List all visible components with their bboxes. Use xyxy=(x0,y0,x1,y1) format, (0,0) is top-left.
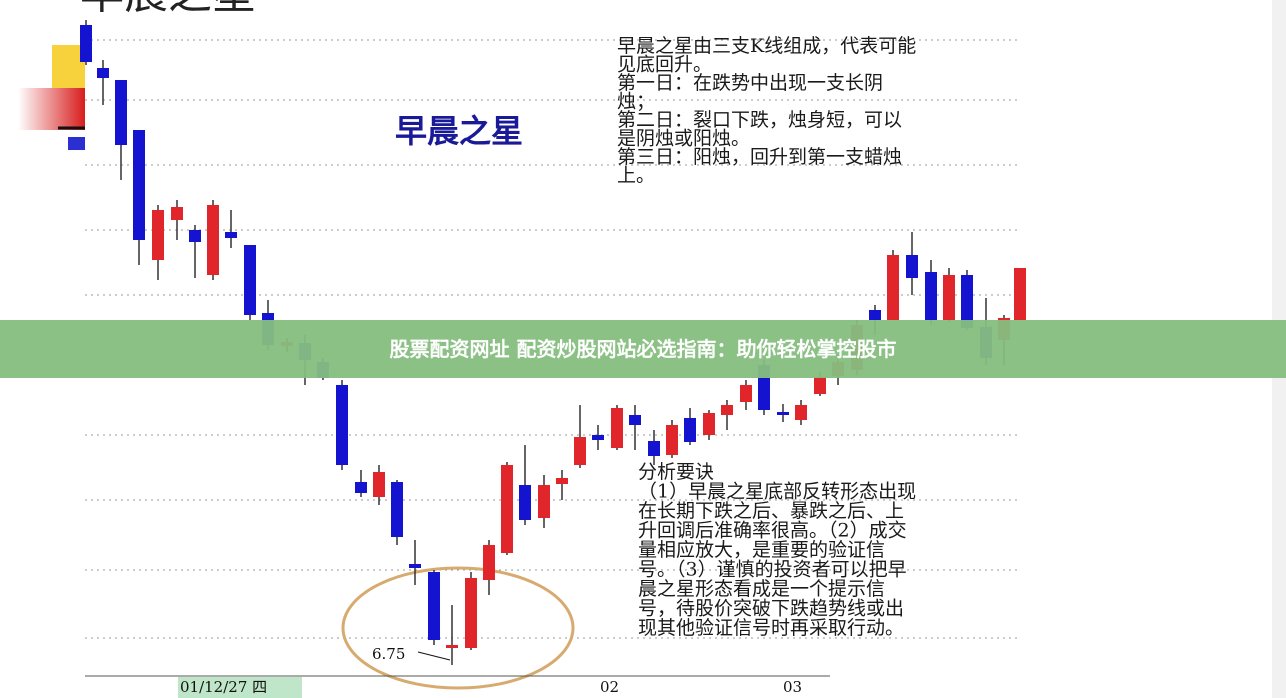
candle-body xyxy=(152,210,164,260)
description-line: 第三日：阳烛，回升到第一支蜡烛 xyxy=(617,146,902,168)
highlight-circle xyxy=(341,566,575,690)
description-line: 上。 xyxy=(617,165,655,187)
decoration xyxy=(18,88,85,130)
candle-body xyxy=(171,207,183,220)
candle-body xyxy=(97,68,109,78)
analysis-line: （1）早晨之星底部反转形态出现 xyxy=(638,481,916,503)
analysis-line: 升回调后准确率很高。（2）成交 xyxy=(638,520,907,542)
description-line: 烛； xyxy=(617,91,655,113)
candle-body xyxy=(814,377,826,394)
description-line: 是阴烛或阳烛。 xyxy=(617,128,750,150)
candle-body xyxy=(373,472,385,497)
candle-body xyxy=(943,275,955,320)
candle-body xyxy=(391,482,403,537)
description-line: 第二日：裂口下跌，烛身短，可以 xyxy=(617,109,902,131)
candle-body xyxy=(795,405,807,420)
candle-body xyxy=(721,405,733,415)
candle-body xyxy=(446,645,458,648)
candle-body xyxy=(906,255,918,278)
candle-body xyxy=(592,435,604,440)
description: 早晨之星由三支K线组成，代表可能见底回升。第一日：在跌势中出现一支长阴烛；第二日… xyxy=(617,35,916,187)
candle-body xyxy=(133,130,145,240)
candle-body xyxy=(428,572,440,640)
candle-body xyxy=(336,385,348,465)
candlesticks xyxy=(80,20,1026,665)
date-label: 02 xyxy=(600,678,619,696)
candle-body xyxy=(703,413,715,435)
image-label: 早晨之星 xyxy=(395,112,523,150)
candle-body xyxy=(611,408,623,448)
description-line: 早晨之星由三支K线组成，代表可能 xyxy=(617,35,916,57)
decoration xyxy=(52,45,85,90)
date-label: 01/12/27 四 xyxy=(180,678,267,696)
candle-body xyxy=(538,485,550,518)
candle-body xyxy=(207,205,219,275)
price-label: 6.75 xyxy=(372,645,405,663)
candle-body xyxy=(869,310,881,320)
candle-body xyxy=(115,80,127,145)
pointer xyxy=(417,651,451,661)
decoration xyxy=(68,137,85,150)
description-line: 第一日：在跌势中出现一支长阴 xyxy=(617,72,883,94)
description-line: 见底回升。 xyxy=(617,54,712,76)
analysis-line: 量相应放大，是重要的验证信 xyxy=(638,539,885,561)
candle-body xyxy=(189,230,201,242)
candle-body xyxy=(961,275,973,328)
candle-body xyxy=(355,482,367,493)
candle-body xyxy=(225,232,237,238)
candle-body xyxy=(684,418,696,442)
candle-body xyxy=(80,25,92,62)
candle-body xyxy=(465,578,477,648)
date-box xyxy=(178,677,302,698)
candle-body xyxy=(629,415,641,425)
candle-body xyxy=(556,478,568,484)
candle-body xyxy=(925,272,937,320)
candle-body xyxy=(244,245,256,315)
analysis-line: 号。（3）谨慎的投资者可以把早 xyxy=(638,559,907,581)
candle-body xyxy=(501,465,513,553)
candle-body xyxy=(519,485,531,520)
analysis-line: 分析要诀 xyxy=(638,461,714,483)
candle-body xyxy=(1014,268,1026,320)
analysis-line: 晨之星形态看成是一个提示信 xyxy=(638,578,885,600)
page-title: 早晨之星 xyxy=(80,0,256,19)
analysis-line: 号，待股价突破下跌趋势线或出 xyxy=(638,598,904,620)
date-label: 03 xyxy=(783,678,802,696)
candle-body xyxy=(648,441,660,456)
candle-body xyxy=(887,255,899,320)
analysis-line: 在长期下跌之后、暴跌之后、上 xyxy=(638,500,904,522)
candle-body xyxy=(666,425,678,455)
candle-body xyxy=(777,412,789,415)
analysis: 分析要诀（1）早晨之星底部反转形态出现在长期下跌之后、暴跌之后、上升回调后准确率… xyxy=(638,461,916,639)
candle-body xyxy=(740,385,752,402)
candle-body xyxy=(409,564,421,568)
analysis-line: 现其他验证信号时再采取行动。 xyxy=(638,617,904,639)
candle-body xyxy=(574,437,586,465)
candle-body xyxy=(483,545,495,580)
banner-title: 股票配资网址 配资炒股网站必选指南：助你轻松掌控股市 xyxy=(0,320,1286,378)
